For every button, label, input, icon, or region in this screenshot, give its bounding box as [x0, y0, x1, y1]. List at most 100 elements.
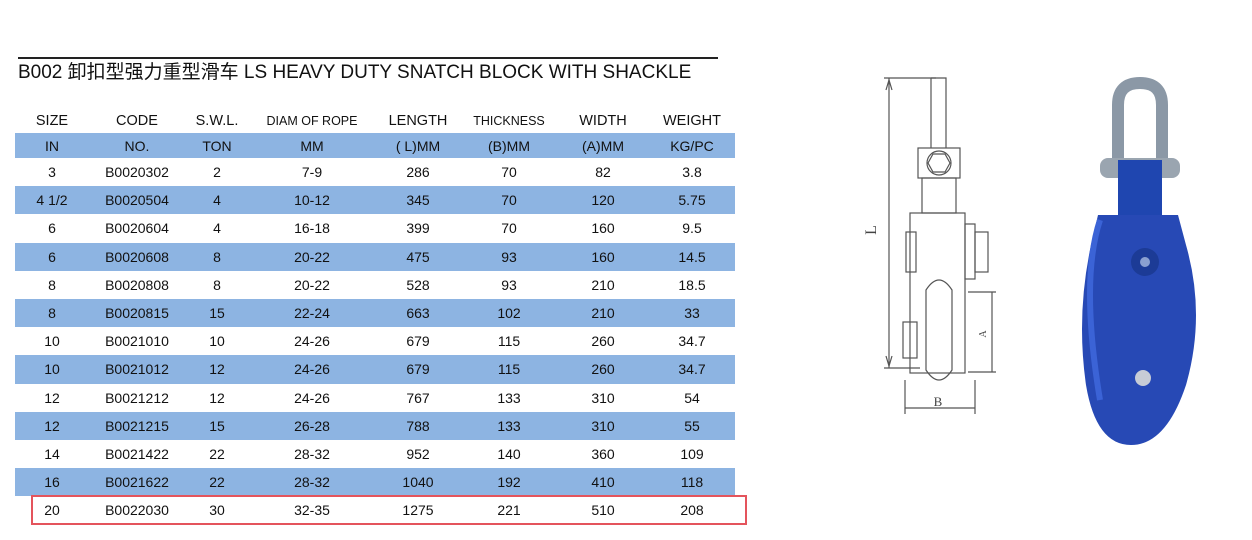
table-cell: 208: [680, 502, 704, 519]
table-cell: 93: [501, 276, 517, 293]
table-row: 20 B0022030 30 32-35 1275 221 510 208: [15, 496, 735, 524]
dim-label: L: [863, 225, 880, 235]
table-row: 10 B0021010 10 24-26 679 115 260 34.7: [15, 327, 735, 355]
table-cell: 160: [591, 220, 615, 237]
table-cell: 34.7: [678, 361, 706, 378]
header-cell: S.W.L.: [195, 112, 239, 129]
table-cell: 286: [406, 164, 430, 181]
header-cell: KG/PC: [670, 137, 714, 154]
table-row: 16 B0021622 22 28-32 1040 192 410 118: [15, 468, 735, 497]
header-cell: WEIGHT: [663, 112, 721, 129]
table-cell: 102: [497, 305, 521, 322]
table-cell: 28-32: [294, 445, 330, 462]
table-cell: 16: [44, 474, 60, 491]
table-cell: 115: [497, 333, 521, 350]
table-row: IN NO. TON MM ( L)MM (B)MM (A)MM KG/PC: [15, 133, 735, 158]
table-cell: 16-18: [294, 220, 330, 237]
table-row: SIZE CODE S.W.L. DIAM OF ROPE LENGTH THICKNES…: [15, 108, 735, 133]
table-cell: 310: [591, 389, 615, 406]
table-cell: B0020808: [105, 276, 169, 293]
table-row: 3 B0020302 2 7-9 286 70 82 3.8: [15, 158, 735, 186]
table-cell: 8: [48, 276, 56, 293]
header-cell: WIDTH: [579, 112, 627, 129]
table-cell: 788: [406, 417, 430, 434]
table-cell: 14.5: [678, 248, 706, 265]
table-cell: B0020302: [105, 164, 169, 181]
table-cell: 6: [48, 220, 56, 237]
table-cell: 93: [501, 248, 517, 265]
header-cell: MM: [300, 137, 324, 154]
table-cell: 510: [591, 502, 615, 519]
table-cell: 952: [406, 445, 430, 462]
table-cell: 55: [684, 417, 700, 434]
table-cell: 14: [44, 445, 60, 462]
table-cell: 24-26: [294, 333, 330, 350]
table-cell: 3: [48, 164, 56, 181]
table-cell: 28-32: [294, 474, 330, 491]
table-cell: 528: [406, 276, 430, 293]
table-cell: 679: [406, 361, 430, 378]
table-cell: 7-9: [301, 164, 323, 181]
header-cell: NO.: [124, 137, 150, 154]
table-cell: 34.7: [678, 333, 706, 350]
table-cell: 20: [44, 502, 60, 519]
table-cell: 70: [501, 164, 517, 181]
table-cell: 12: [44, 389, 60, 406]
table-cell: 115: [497, 361, 521, 378]
table-cell: 20-22: [294, 276, 330, 293]
table-cell: 10: [44, 361, 60, 378]
table-cell: 210: [591, 276, 615, 293]
table-row: 12 B0021215 15 26-28 788 133 310 55: [15, 411, 735, 440]
table-cell: B0020604: [105, 220, 169, 237]
table-cell: 32-35: [294, 502, 330, 519]
table-cell: B0021215: [105, 417, 169, 434]
header-cell: (B)MM: [488, 137, 530, 154]
table-cell: 26-28: [294, 417, 330, 434]
header-cell: LENGTH: [388, 112, 448, 129]
table-cell: 8: [48, 305, 56, 322]
header-cell: THICKNESS: [473, 113, 545, 128]
table-cell: 8: [213, 276, 221, 293]
table-cell: 70: [501, 192, 517, 209]
table-row: 8 B0020808 8 20-22 528 93 210 18.5: [15, 271, 735, 299]
table-cell: 663: [406, 305, 430, 322]
table-cell: 4: [213, 192, 221, 209]
table-cell: 1040: [402, 474, 434, 491]
table-cell: 24-26: [294, 389, 330, 406]
table-cell: 5.75: [678, 192, 706, 209]
table-cell: 475: [406, 248, 430, 265]
table-cell: B0020608: [105, 248, 169, 265]
header-cell: CODE: [116, 112, 158, 129]
table-cell: 133: [497, 389, 521, 406]
table-cell: 10-12: [294, 192, 330, 209]
table-cell: 118: [680, 474, 704, 491]
table-cell: 10: [44, 333, 60, 350]
table-cell: 221: [497, 502, 521, 519]
table-cell: 8: [213, 248, 221, 265]
table-row: 6 B0020604 4 16-18 399 70 160 9.5: [15, 214, 735, 242]
header-cell: IN: [45, 137, 59, 154]
table-cell: B0020504: [105, 192, 169, 209]
table-cell: 70: [501, 220, 517, 237]
header-cell: (A)MM: [582, 137, 624, 154]
table-cell: 310: [591, 417, 615, 434]
table-cell: 767: [406, 389, 430, 406]
table-row: 12 B0021212 12 24-26 767 133 310 54: [15, 384, 735, 412]
table-cell: 12: [209, 361, 225, 378]
table-cell: 140: [497, 445, 521, 462]
dim-label: A: [978, 330, 989, 338]
table-cell: 1275: [402, 502, 434, 519]
table-cell: 260: [591, 333, 615, 350]
table-cell: 20-22: [294, 248, 330, 265]
table-cell: B0021622: [105, 474, 169, 491]
table-cell: 33: [684, 305, 700, 322]
table-cell: 10: [209, 333, 225, 350]
table-cell: 15: [209, 305, 225, 322]
table-cell: 12: [44, 417, 60, 434]
table-cell: 15: [209, 417, 225, 434]
table-cell: 54: [684, 389, 700, 406]
table-cell: 24-26: [294, 361, 330, 378]
table-row: 4 1/2 B0020504 4 10-12 345 70 120 5.75: [15, 186, 735, 215]
table-cell: 82: [595, 164, 611, 181]
